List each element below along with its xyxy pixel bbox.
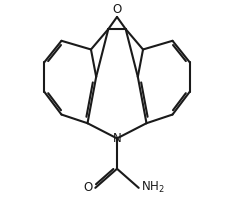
Text: O: O xyxy=(84,181,93,194)
Text: N: N xyxy=(113,132,121,145)
Text: O: O xyxy=(112,3,122,16)
Text: NH$_2$: NH$_2$ xyxy=(141,180,165,195)
